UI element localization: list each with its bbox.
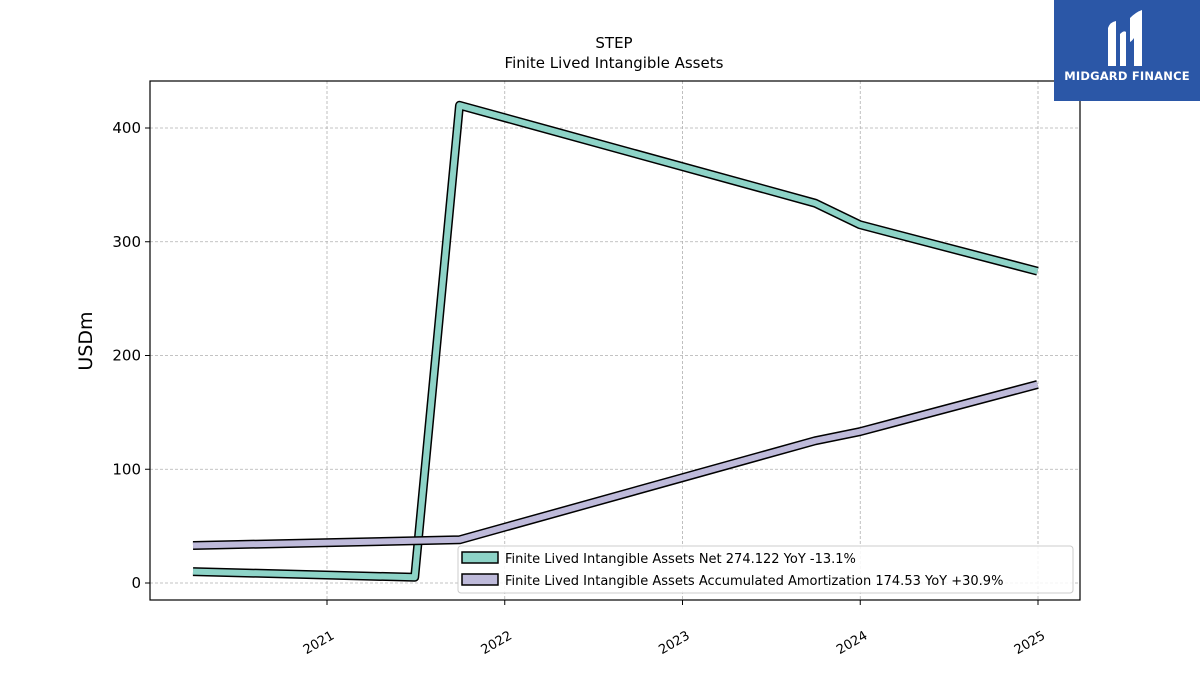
y-tick-label: 300 bbox=[112, 233, 141, 251]
y-tick-label: 100 bbox=[112, 460, 141, 478]
brand-name: MIDGARD FINANCE bbox=[1064, 69, 1190, 83]
x-tick-label: 2021 bbox=[301, 628, 337, 658]
legend-label-amortization: Finite Lived Intangible Assets Accumulat… bbox=[505, 574, 1003, 589]
series-line-amortization bbox=[192, 381, 1039, 549]
chart-title: STEP bbox=[595, 34, 632, 52]
series-line-net bbox=[192, 102, 1039, 581]
plot-frame bbox=[149, 80, 1081, 601]
y-tick-label: 400 bbox=[112, 119, 141, 137]
legend-box bbox=[457, 545, 1074, 594]
legend-label-net: Finite Lived Intangible Assets Net 274.1… bbox=[505, 552, 856, 567]
y-axis: 0 100 200 300 400 bbox=[112, 119, 150, 592]
y-tick-label: 200 bbox=[112, 347, 141, 365]
x-tick-label: 2025 bbox=[1012, 628, 1048, 658]
grid bbox=[150, 81, 1080, 600]
x-tick-label: 2023 bbox=[656, 628, 692, 658]
x-tick-label: 2022 bbox=[479, 628, 515, 658]
legend-swatch-amortization bbox=[461, 573, 499, 586]
y-axis-label: USDm bbox=[75, 311, 97, 370]
legend: Finite Lived Intangible Assets Net 274.1… bbox=[457, 545, 1074, 594]
brand-logo: MIDGARD FINANCE bbox=[1054, 0, 1200, 101]
chart-subtitle: Finite Lived Intangible Assets bbox=[505, 54, 724, 72]
y-tick-label: 0 bbox=[131, 574, 141, 592]
x-axis: 2021 2022 2023 2024 2025 bbox=[301, 600, 1048, 658]
brand-mark-icon bbox=[1108, 10, 1142, 66]
series-layer bbox=[192, 100, 1039, 582]
series-line-net-outline bbox=[192, 100, 1039, 582]
legend-swatch-net bbox=[461, 551, 499, 564]
x-tick-label: 2024 bbox=[834, 628, 870, 658]
series-line-amortization-outline bbox=[192, 380, 1039, 550]
